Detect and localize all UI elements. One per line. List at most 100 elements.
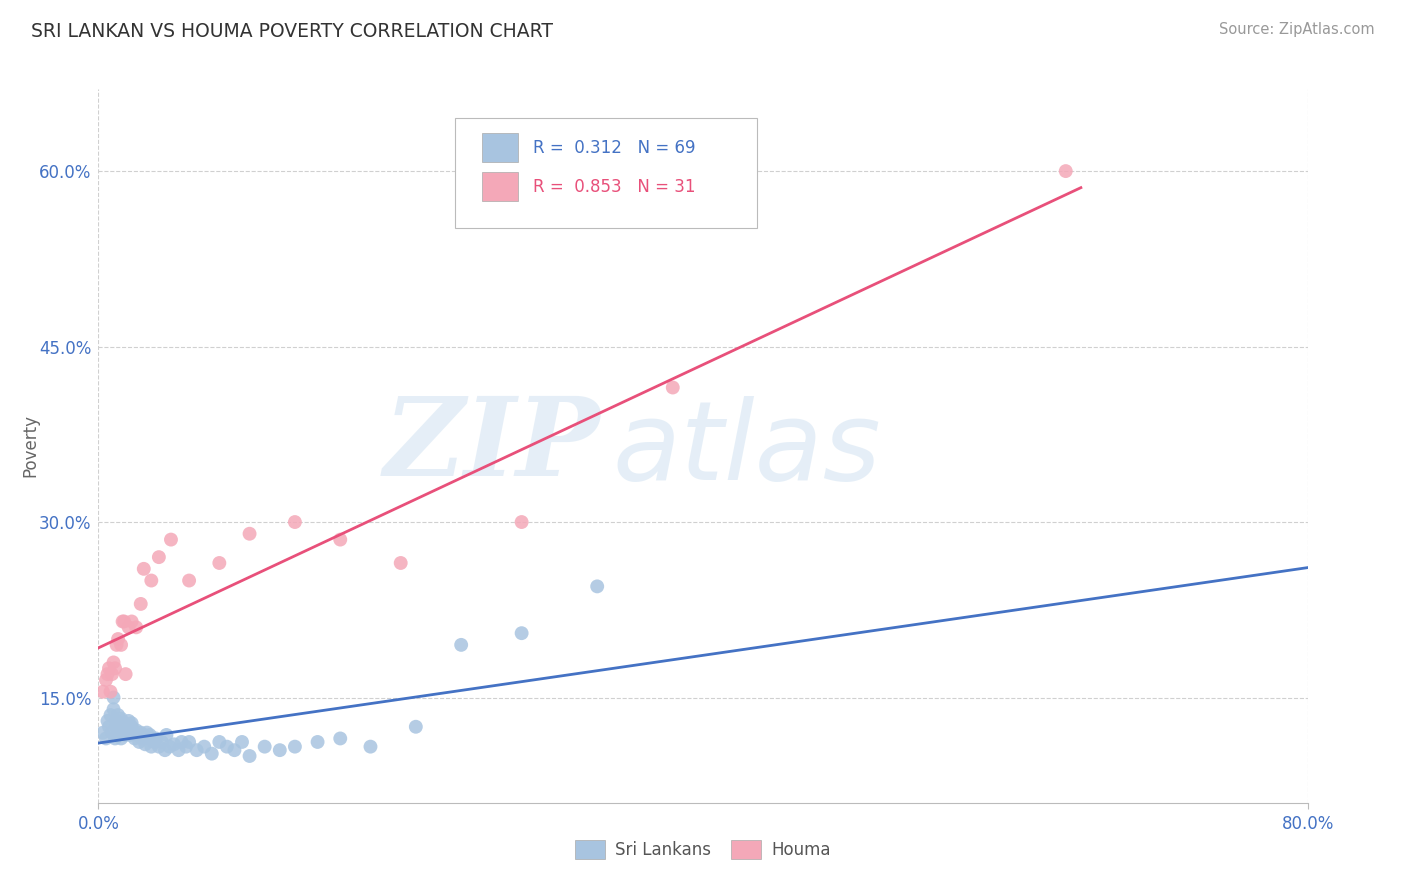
Point <box>307 735 329 749</box>
Point <box>107 632 129 646</box>
Point <box>405 720 427 734</box>
Point <box>253 739 276 754</box>
Point <box>118 620 141 634</box>
Point <box>105 720 128 734</box>
Point <box>110 731 132 746</box>
Point <box>193 739 215 754</box>
Point <box>510 515 533 529</box>
Point <box>118 714 141 728</box>
Point <box>179 574 201 588</box>
Point <box>91 725 114 739</box>
Text: R =  0.312   N = 69: R = 0.312 N = 69 <box>533 139 695 157</box>
Point <box>101 667 124 681</box>
Point <box>96 714 118 728</box>
FancyBboxPatch shape <box>456 118 758 228</box>
Point <box>186 743 208 757</box>
Text: ZIP: ZIP <box>384 392 600 500</box>
Point <box>215 739 238 754</box>
Point <box>134 737 156 751</box>
Point <box>284 739 307 754</box>
Point <box>150 735 173 749</box>
Point <box>360 739 382 754</box>
FancyBboxPatch shape <box>482 134 517 162</box>
Point <box>112 615 135 629</box>
Point <box>103 690 125 705</box>
Point <box>1054 164 1077 178</box>
Point <box>121 716 143 731</box>
Point <box>105 714 128 728</box>
Point <box>132 728 155 742</box>
Point <box>128 735 150 749</box>
Point <box>125 620 148 634</box>
Point <box>94 731 117 746</box>
Point <box>120 728 142 742</box>
Point <box>98 720 121 734</box>
Point <box>132 562 155 576</box>
Point <box>155 728 177 742</box>
Text: atlas: atlas <box>613 396 882 503</box>
Point <box>107 725 129 739</box>
Point <box>269 743 291 757</box>
Point <box>389 556 412 570</box>
Point <box>284 515 307 529</box>
Point <box>111 725 134 739</box>
Point <box>239 526 262 541</box>
Point <box>111 615 134 629</box>
Point <box>100 684 122 698</box>
Point <box>174 739 197 754</box>
Point <box>159 739 181 754</box>
Point <box>160 533 183 547</box>
Point <box>329 533 352 547</box>
Point <box>121 615 143 629</box>
Text: R =  0.853   N = 31: R = 0.853 N = 31 <box>533 178 695 195</box>
Point <box>103 656 125 670</box>
Point <box>208 735 231 749</box>
Text: Source: ZipAtlas.com: Source: ZipAtlas.com <box>1219 22 1375 37</box>
Y-axis label: Poverty: Poverty <box>21 415 39 477</box>
Point <box>108 716 131 731</box>
Point <box>98 661 121 675</box>
Point <box>121 720 143 734</box>
Point <box>107 708 129 723</box>
Point <box>148 550 170 565</box>
Point <box>510 626 533 640</box>
Point <box>141 739 163 754</box>
Point <box>201 747 224 761</box>
Text: SRI LANKAN VS HOUMA POVERTY CORRELATION CHART: SRI LANKAN VS HOUMA POVERTY CORRELATION … <box>31 22 553 41</box>
Point <box>101 725 124 739</box>
Point <box>170 735 193 749</box>
Point <box>231 735 253 749</box>
Point <box>129 597 152 611</box>
Point <box>103 702 125 716</box>
Point <box>114 667 136 681</box>
Point <box>143 735 166 749</box>
Point <box>100 708 122 723</box>
Point <box>224 743 246 757</box>
Point <box>96 667 118 681</box>
Point <box>139 728 162 742</box>
Point <box>94 673 117 687</box>
Point <box>105 638 128 652</box>
Point <box>145 731 167 746</box>
Point <box>110 638 132 652</box>
Point <box>91 684 114 698</box>
Point <box>110 720 132 734</box>
Point <box>104 731 127 746</box>
Point <box>179 735 201 749</box>
Point <box>131 731 153 746</box>
Point <box>239 749 262 764</box>
Point <box>125 723 148 738</box>
Point <box>118 723 141 738</box>
Point <box>163 737 186 751</box>
Point <box>136 731 159 746</box>
Point <box>167 743 190 757</box>
Legend: Sri Lankans, Houma: Sri Lankans, Houma <box>568 833 838 866</box>
FancyBboxPatch shape <box>482 172 517 201</box>
Point <box>135 725 157 739</box>
Point <box>129 725 152 739</box>
Point <box>115 720 138 734</box>
Point <box>450 638 472 652</box>
Point <box>112 716 135 731</box>
Point <box>329 731 352 746</box>
Point <box>208 556 231 570</box>
